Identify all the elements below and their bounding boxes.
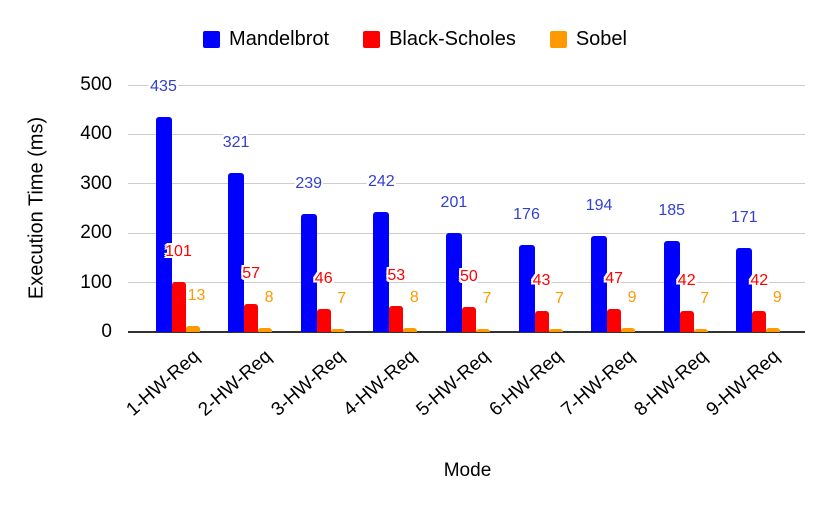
y-tick-label: 100 — [80, 271, 112, 293]
bar-value-label: 185 — [658, 201, 686, 219]
bar-sobel — [258, 328, 273, 332]
bar-mandelbrot — [736, 247, 753, 332]
bar-mandelbrot — [373, 212, 390, 332]
bar-black-scholes — [171, 282, 186, 332]
legend-label: Mandelbrot — [229, 28, 330, 50]
bar-black-scholes — [534, 310, 549, 332]
bar-mandelbrot — [591, 236, 608, 332]
bar-mandelbrot — [518, 245, 535, 332]
bar-sobel — [548, 328, 563, 332]
gridline — [128, 84, 805, 86]
legend-item-black-scholes: Black-Scholes — [363, 29, 516, 49]
bar-value-label: 57 — [242, 264, 260, 282]
bar-value-label: 13 — [187, 286, 206, 304]
bar-value-label: 53 — [387, 266, 406, 284]
bar-value-label: 42 — [750, 272, 769, 290]
legend-swatch — [363, 30, 381, 48]
gridline — [128, 183, 805, 185]
legend-swatch — [203, 30, 221, 48]
legend-label: Black-Scholes — [389, 28, 516, 50]
bar-value-label: 7 — [555, 289, 564, 307]
gridline — [128, 282, 805, 284]
bar-value-label: 7 — [700, 289, 710, 307]
gridline — [128, 232, 805, 234]
bar-sobel — [766, 327, 781, 332]
bar-value-label: 7 — [482, 289, 492, 307]
legend-item-sobel: Sobel — [549, 28, 627, 50]
legend-item-mandelbrot: Mandelbrot — [203, 29, 329, 49]
bar-sobel — [185, 325, 200, 332]
y-tick-label: 400 — [80, 123, 112, 145]
bar-value-label: 201 — [440, 193, 468, 211]
bar-sobel — [621, 327, 636, 332]
bar-value-label: 239 — [295, 174, 323, 192]
legend-label: Sobel — [575, 28, 627, 50]
bar-value-label: 7 — [337, 289, 347, 307]
legend: Mandelbrot Black-Scholes Sobel — [0, 26, 830, 52]
bar-mandelbrot — [300, 213, 317, 332]
y-tick-label: 0 — [101, 321, 112, 342]
bar-sobel — [330, 328, 345, 332]
bar-value-label: 194 — [585, 197, 613, 215]
y-tick-label: 500 — [80, 74, 112, 95]
bar-value-label: 50 — [459, 268, 478, 286]
bar-sobel — [693, 328, 708, 332]
y-tick-label: 200 — [80, 222, 112, 244]
bar-sobel — [403, 328, 418, 332]
bar-value-label: 46 — [314, 270, 333, 288]
bar-value-label: 176 — [513, 206, 540, 224]
bar-black-scholes — [316, 309, 331, 332]
bar-value-label: 321 — [222, 134, 250, 152]
bar-value-label: 9 — [772, 288, 782, 306]
bar-value-label: 8 — [264, 289, 274, 307]
bar-value-label: 171 — [730, 208, 758, 226]
bar-value-label: 9 — [627, 288, 637, 306]
x-axis-title: Mode — [443, 460, 492, 481]
x-axis-line — [128, 331, 805, 333]
legend-swatch — [549, 30, 567, 48]
bar-mandelbrot — [228, 173, 245, 332]
bar-value-label: 242 — [367, 173, 395, 191]
bar-mandelbrot — [663, 240, 680, 332]
bar-black-scholes — [461, 307, 476, 332]
bar-value-label: 47 — [605, 269, 623, 287]
bar-value-label: 101 — [165, 243, 192, 261]
bar-value-label: 43 — [532, 271, 551, 289]
bar-value-label: 8 — [409, 289, 419, 307]
bar-mandelbrot — [155, 117, 172, 332]
bar-value-label: 42 — [677, 272, 696, 290]
bar-black-scholes — [607, 308, 622, 332]
bar-black-scholes — [679, 311, 694, 332]
bar-black-scholes — [389, 305, 404, 332]
y-tick-label: 300 — [80, 172, 112, 194]
bar-mandelbrot — [445, 232, 462, 332]
bar-value-label: 435 — [150, 78, 177, 96]
bar-sobel — [475, 328, 490, 332]
gridline — [128, 133, 805, 135]
bar-black-scholes — [244, 303, 259, 332]
bar-black-scholes — [752, 311, 767, 332]
